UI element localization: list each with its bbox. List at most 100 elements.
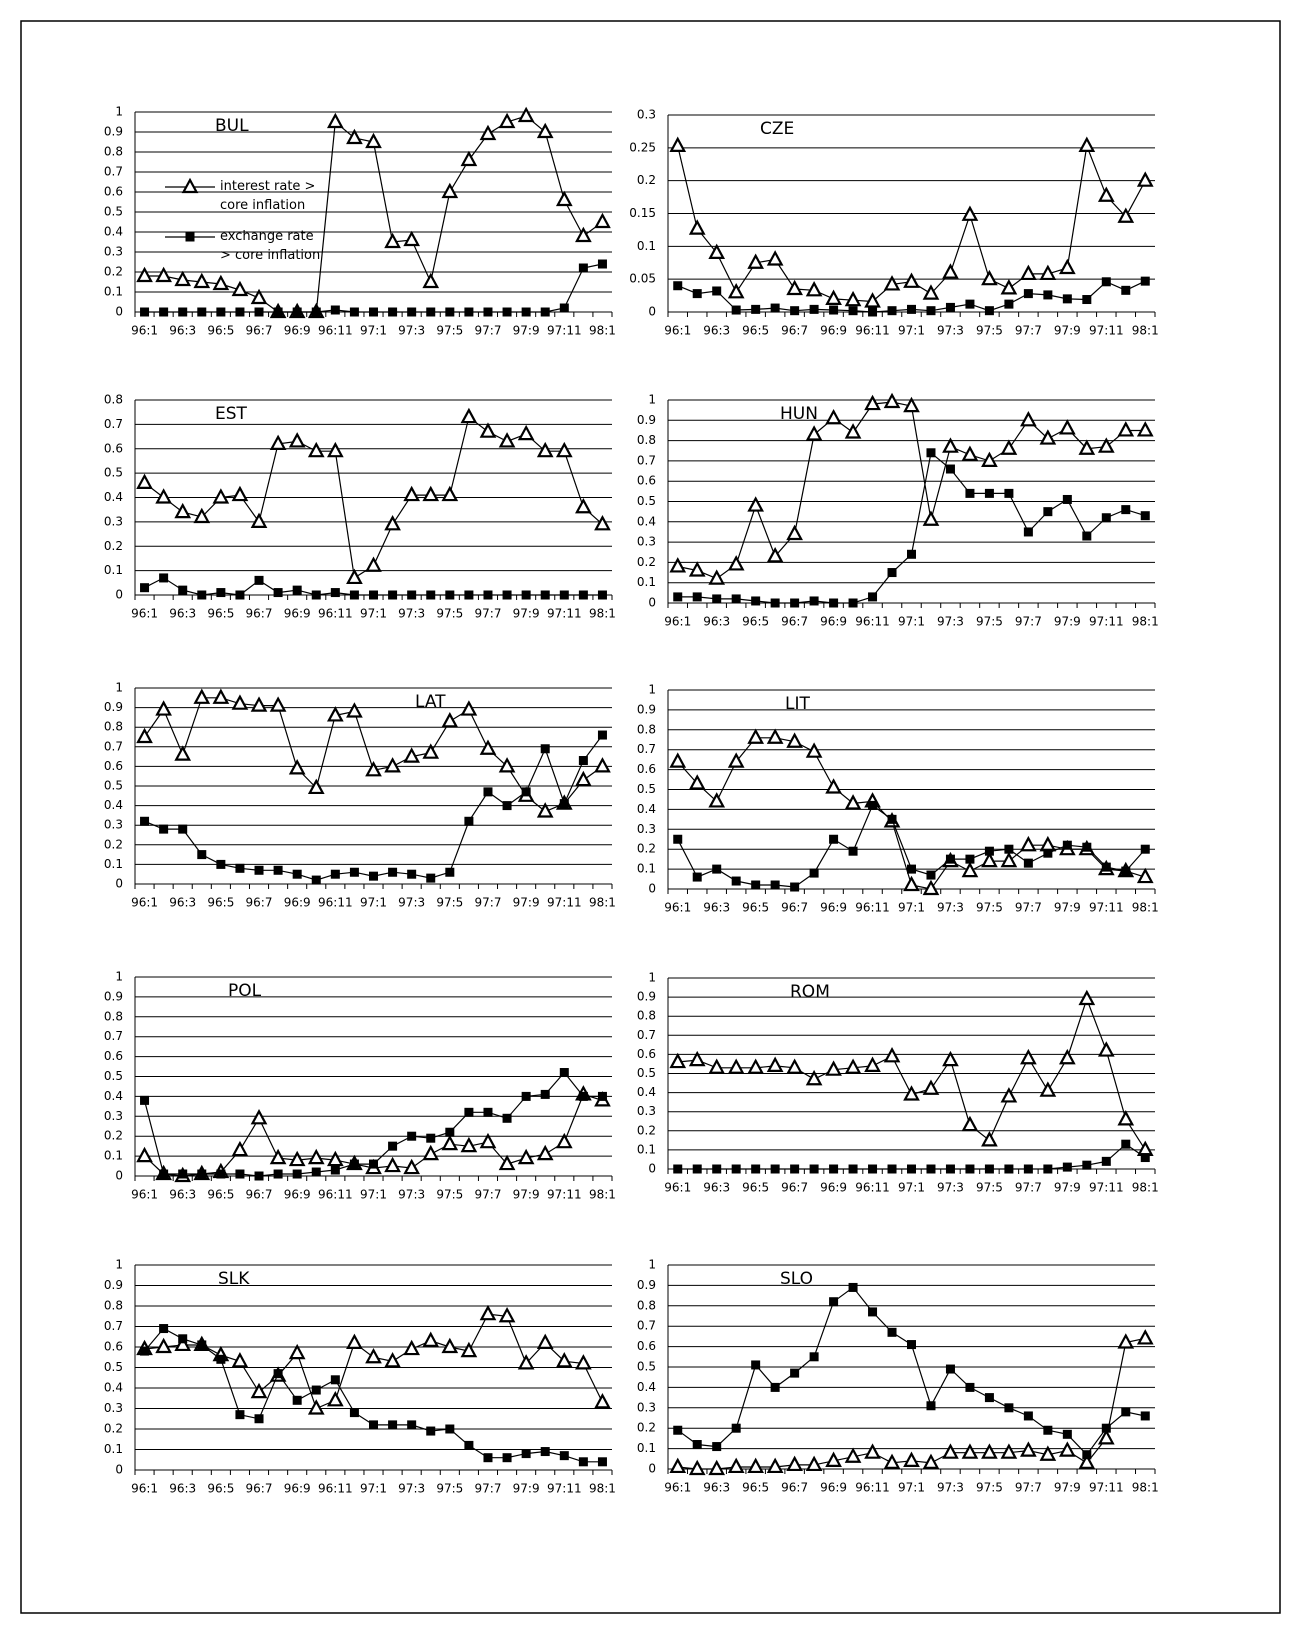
x-tick-label: 97:5 — [976, 1481, 1003, 1495]
square-marker — [712, 1442, 722, 1452]
triangle-marker — [766, 547, 784, 563]
triangle-marker — [903, 875, 920, 892]
square-marker — [1101, 277, 1111, 287]
chart-panel: 0 0.1 0.2 0.3 0.4 0.5 0.6 0.7 0.8 0.9 1 96:1 96:3 96:… — [637, 393, 1159, 629]
triangle-marker — [1020, 1048, 1037, 1065]
y-tick-label: 0.6 — [104, 1340, 123, 1354]
triangle-marker — [498, 1306, 516, 1323]
square-marker — [1121, 866, 1131, 876]
square-marker — [926, 870, 936, 880]
triangle-marker — [961, 1115, 979, 1132]
square-marker — [502, 1113, 512, 1123]
square-marker — [692, 289, 702, 299]
x-tick-label: 98:1 — [1132, 1181, 1159, 1195]
square-marker — [388, 590, 398, 600]
triangle-marker — [1039, 1445, 1057, 1461]
square-marker — [559, 1451, 569, 1461]
x-tick-label: 96:5 — [742, 901, 769, 915]
triangle-marker — [1078, 136, 1096, 152]
square-marker — [578, 1457, 588, 1467]
triangle-marker — [479, 1132, 497, 1149]
triangle-marker — [365, 1347, 382, 1364]
triangle-marker — [708, 1459, 726, 1476]
triangle-marker — [747, 1457, 765, 1474]
triangle-marker — [365, 132, 382, 149]
square-marker — [178, 307, 188, 317]
chart-title: EST — [215, 404, 248, 424]
square-marker — [311, 875, 321, 885]
square-marker — [1004, 844, 1014, 854]
square-marker — [159, 824, 169, 834]
triangle-marker — [441, 1337, 459, 1354]
square-marker — [197, 1340, 207, 1350]
square-marker — [330, 1165, 340, 1175]
triangle-marker — [1039, 1081, 1057, 1097]
square-marker — [159, 1169, 169, 1179]
x-tick-label: 96:1 — [664, 901, 691, 915]
triangle-marker — [422, 272, 440, 289]
square-marker — [887, 568, 897, 578]
square-marker — [848, 598, 858, 608]
square-marker — [731, 1164, 741, 1174]
triangle-marker — [1039, 835, 1057, 852]
square-marker — [712, 1164, 722, 1174]
x-tick-label: 96:11 — [855, 324, 890, 338]
triangle-marker — [136, 473, 153, 489]
y-tick-label: 0.4 — [637, 1380, 656, 1394]
y-tick-label: 0.05 — [629, 272, 656, 286]
chart-title: LIT — [785, 694, 810, 714]
x-tick-label: 97:9 — [1054, 1481, 1081, 1495]
square-marker — [178, 1169, 188, 1179]
square-marker — [770, 880, 780, 890]
triangle-marker — [231, 1140, 249, 1157]
y-tick-label: 1 — [115, 970, 123, 984]
triangle-marker — [555, 190, 573, 207]
triangle-marker — [825, 408, 842, 425]
triangle-marker — [326, 112, 344, 129]
square-marker — [829, 598, 839, 608]
x-tick-label: 97:5 — [976, 324, 1003, 338]
square-marker — [790, 306, 800, 316]
square-marker — [140, 1095, 150, 1105]
square-marker — [673, 1164, 683, 1174]
triangle-marker — [155, 700, 172, 716]
square-marker — [540, 744, 550, 754]
triangle-marker — [844, 290, 862, 307]
triangle-marker — [536, 1144, 554, 1161]
y-tick-label: 0 — [648, 305, 656, 319]
square-marker — [597, 1091, 607, 1101]
y-tick-label: 0.6 — [104, 1049, 123, 1063]
square-marker — [216, 859, 226, 869]
x-tick-label: 96:7 — [246, 324, 273, 338]
square-marker — [1062, 494, 1072, 504]
triangle-marker — [498, 432, 516, 448]
triangle-marker — [766, 728, 784, 744]
triangle-marker — [479, 422, 497, 438]
triangle-marker — [460, 700, 478, 716]
triangle-marker — [961, 1443, 979, 1459]
y-tick-label: 0.7 — [637, 1319, 656, 1333]
series-line — [677, 1286, 1146, 1456]
square-marker — [1023, 1411, 1033, 1421]
x-tick-label: 96:3 — [703, 615, 730, 629]
x-tick-label: 97:9 — [1054, 901, 1081, 915]
square-marker — [407, 1420, 417, 1430]
x-tick-label: 97:11 — [1089, 324, 1124, 338]
square-marker — [578, 263, 588, 273]
x-tick-label: 97:3 — [937, 615, 964, 629]
triangle-marker — [922, 284, 940, 300]
square-marker — [349, 307, 359, 317]
triangle-marker — [1117, 421, 1135, 437]
triangle-marker — [903, 396, 920, 413]
y-tick-label: 0.8 — [637, 433, 656, 447]
x-tick-label: 96:7 — [246, 607, 273, 621]
triangle-marker — [422, 743, 440, 759]
square-marker — [1121, 505, 1131, 515]
triangle-marker — [460, 150, 478, 167]
x-tick-label: 96:11 — [318, 324, 353, 338]
triangle-marker — [231, 280, 249, 297]
square-marker — [216, 1354, 226, 1364]
square-marker — [254, 865, 264, 875]
square-marker — [216, 307, 226, 317]
triangle-marker — [942, 1443, 959, 1459]
